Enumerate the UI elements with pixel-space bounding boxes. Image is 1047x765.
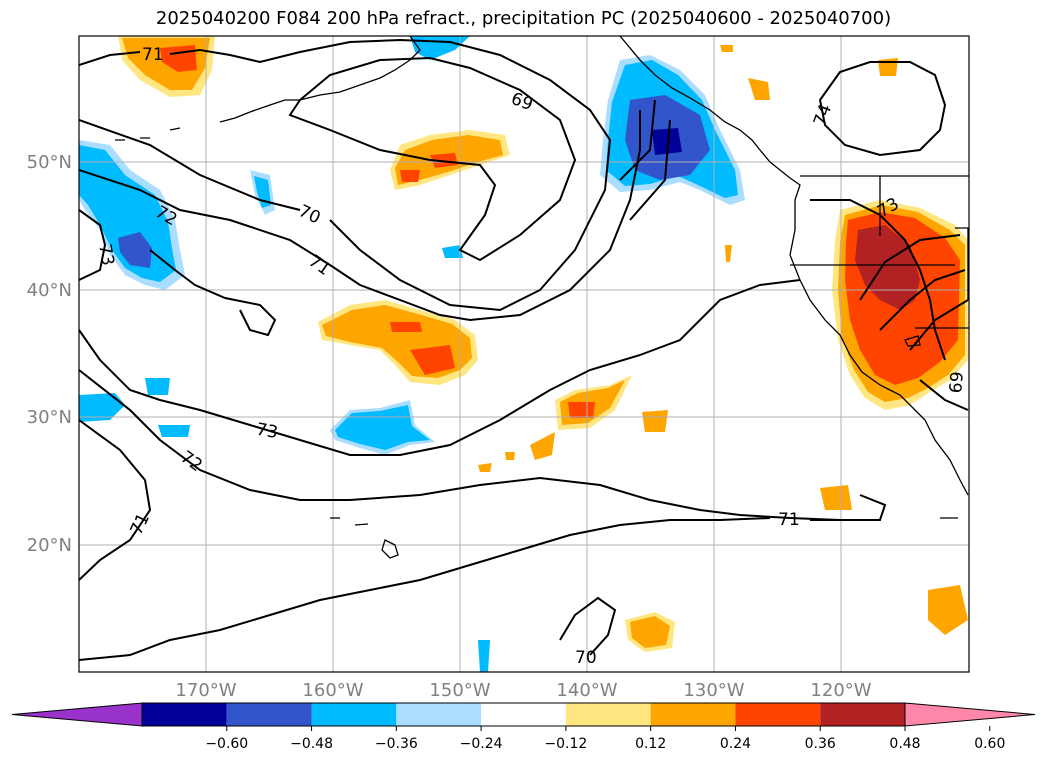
- lon-label: 170°W: [175, 680, 236, 701]
- colorbar-extend-min: [11, 702, 143, 727]
- colorbar-tick-label: 0.36: [805, 736, 836, 752]
- colorbar-swatch: [142, 703, 227, 726]
- colorbar-swatch: [311, 703, 397, 726]
- colorbar-tick-label: 0.24: [720, 736, 751, 752]
- contour-label: 74: [810, 102, 836, 129]
- lon-label: 160°W: [302, 680, 363, 701]
- lat-label: 20°N: [27, 535, 72, 556]
- contour-label: 71: [778, 510, 800, 530]
- contour-label: 73: [255, 420, 280, 443]
- colorbar-tick-label: −0.24: [460, 736, 503, 752]
- lat-label: 30°N: [27, 407, 72, 428]
- contour-label: 71: [127, 510, 154, 538]
- colorbar: −0.60 −0.48 −0.36 −0.24 −0.12 0.12 0.24 0.36 0.4…: [11, 702, 1036, 752]
- colorbar-swatch: [396, 703, 482, 726]
- map-title: 2025040200 F084 200 hPa refract., precip…: [155, 8, 892, 29]
- colorbar-swatch: [226, 703, 312, 726]
- contour-label: 70: [575, 648, 597, 668]
- colorbar-swatch: [820, 703, 905, 726]
- contour-labels: 71 69 74 72 73 70 71 73 72 71 71 70 73 6…: [94, 45, 968, 668]
- precipitation-shading: [79, 36, 968, 672]
- colorbar-swatch: [481, 703, 566, 726]
- map-area: 71 69 74 72 73 70 71 73 72 71 71 70 73 6…: [79, 36, 969, 672]
- colorbar-tick-label: −0.12: [544, 736, 587, 752]
- colorbar-extend-max: [904, 702, 1036, 727]
- colorbar-tick-label: 0.12: [635, 736, 666, 752]
- coastlines: [115, 36, 969, 559]
- colorbar-outline: [141, 702, 906, 727]
- contour-label: 72: [177, 447, 206, 476]
- longitude-labels: 170°W 160°W 150°W 140°W 130°W 120°W: [175, 680, 871, 701]
- colorbar-swatch: [565, 703, 651, 726]
- colorbar-tick-label: 0.60: [974, 736, 1005, 752]
- lon-label: 140°W: [556, 680, 617, 701]
- lat-label: 50°N: [27, 152, 72, 173]
- lon-label: 150°W: [429, 680, 490, 701]
- colorbar-swatch: [650, 703, 736, 726]
- contour-label: 69: [508, 89, 535, 115]
- colorbar-tick-label: 0.48: [889, 736, 920, 752]
- colorbar-tick-label: −0.60: [205, 736, 248, 752]
- contour-label: 69: [946, 371, 968, 394]
- map-frame: [78, 35, 970, 673]
- latitude-labels: 50°N 40°N 30°N 20°N: [27, 152, 72, 556]
- graticule: [79, 36, 969, 672]
- contour-label: 71: [142, 45, 164, 65]
- colorbar-tick-label: −0.48: [290, 736, 333, 752]
- colorbar-swatch: [735, 703, 821, 726]
- refractivity-contours: [79, 38, 969, 661]
- contour-label: 73: [94, 242, 117, 267]
- colorbar-tick-label: −0.36: [375, 736, 418, 752]
- contour-label: 71: [305, 251, 334, 280]
- lon-label: 120°W: [810, 680, 871, 701]
- contour-label: 70: [295, 201, 323, 228]
- lat-label: 40°N: [27, 280, 72, 301]
- lon-label: 130°W: [683, 680, 744, 701]
